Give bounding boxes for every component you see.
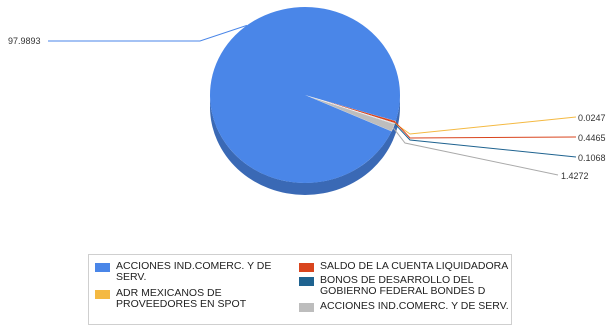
pie-top-layer [209,7,400,184]
legend-item-bondes: BONOS DE DESARROLLO DEL GOBIERNO FEDERAL… [299,275,509,297]
pie-chart: 97.9893 0.0247 0.4465 0.1068 1.4272 [8,7,606,195]
legend-item-adr: ADR MEXICANOS DE PROVEEDORES EN SPOT [95,288,295,310]
legend-swatch [299,303,314,312]
legend-item-acciones-1: ACCIONES IND.COMERC. Y DE SERV. [95,261,295,283]
legend-swatch [299,263,314,272]
legend-swatch [95,263,110,272]
data-label-2: 0.0247 [578,113,606,123]
leader-line-3 [394,123,577,158]
legend-label: SALDO DE LA CUENTA LIQUIDADORA [320,260,509,272]
chart-legend: ACCIONES IND.COMERC. Y DE SERV. SALDO DE… [88,254,512,325]
data-label-4: 1.4272 [561,171,589,181]
legend-swatch [95,290,110,299]
legend-swatch [299,277,314,286]
leader-line-2 [394,116,577,135]
legend-label: ADR MEXICANOS DE PROVEEDORES EN SPOT [116,287,247,310]
data-label-0: 97.9893 [8,36,41,46]
data-label-1: 0.4465 [578,133,606,143]
legend-label: ACCIONES IND.COMERC. Y DE SERV. [320,300,509,312]
leader-line-1 [394,121,577,139]
leader-lines [48,24,577,176]
leader-line-4 [392,127,559,176]
pie-slice-0 [209,7,400,184]
data-label-3: 0.1068 [578,153,606,163]
data-labels: 97.9893 0.0247 0.4465 0.1068 1.4272 [8,36,606,181]
legend-item-saldo: SALDO DE LA CUENTA LIQUIDADORA [299,261,509,272]
legend-label: ACCIONES IND.COMERC. Y DE SERV. [116,260,272,283]
legend-label: BONOS DE DESARROLLO DEL GOBIERNO FEDERAL… [320,274,486,297]
leader-line-0 [48,24,248,42]
legend-item-acciones-2: ACCIONES IND.COMERC. Y DE SERV. [299,301,509,312]
